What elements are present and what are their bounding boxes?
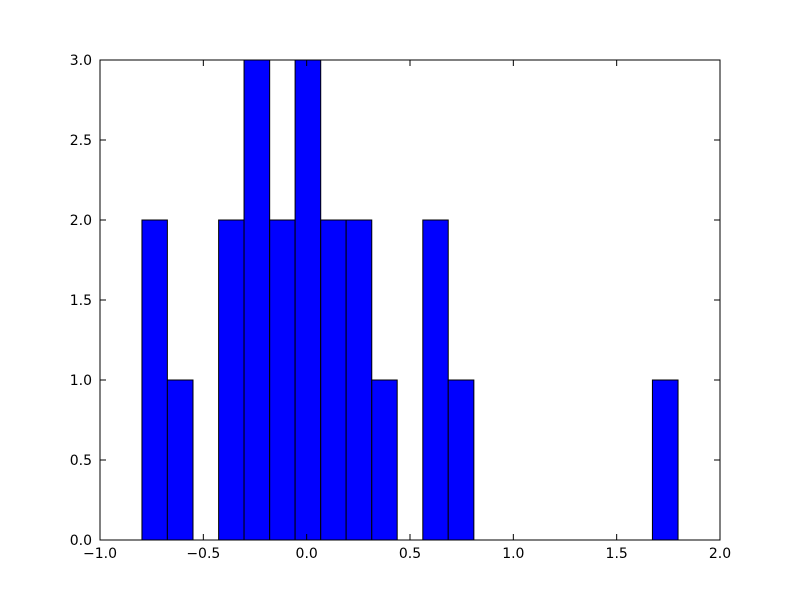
y-tick-label: 3.0	[70, 53, 92, 69]
x-tick-label: 2.0	[709, 546, 731, 562]
bar	[422, 219, 449, 541]
bar	[269, 219, 296, 541]
x-tick-label: 1.0	[502, 546, 524, 562]
y-tick-label: 1.0	[70, 373, 92, 389]
bar	[447, 379, 475, 541]
x-tick-label: −0.5	[186, 546, 220, 562]
x-tick-label: 0.0	[296, 546, 318, 562]
y-tick-label: 0.0	[70, 533, 92, 549]
y-tick-label: 1.5	[70, 293, 92, 309]
bar	[243, 59, 271, 541]
bar	[294, 59, 322, 541]
y-tick-label: 0.5	[70, 453, 92, 469]
y-tick-label: 2.5	[70, 133, 92, 149]
bar	[345, 219, 373, 541]
bar	[371, 379, 398, 541]
y-tick-label: 2.0	[70, 213, 92, 229]
x-tick-label: 0.5	[399, 546, 421, 562]
bar	[166, 379, 194, 541]
bar	[218, 219, 245, 541]
x-tick-label: 1.5	[606, 546, 628, 562]
bar	[651, 379, 679, 541]
bar	[141, 219, 168, 541]
bar	[320, 219, 347, 541]
x-tick-label: −1.0	[83, 546, 117, 562]
